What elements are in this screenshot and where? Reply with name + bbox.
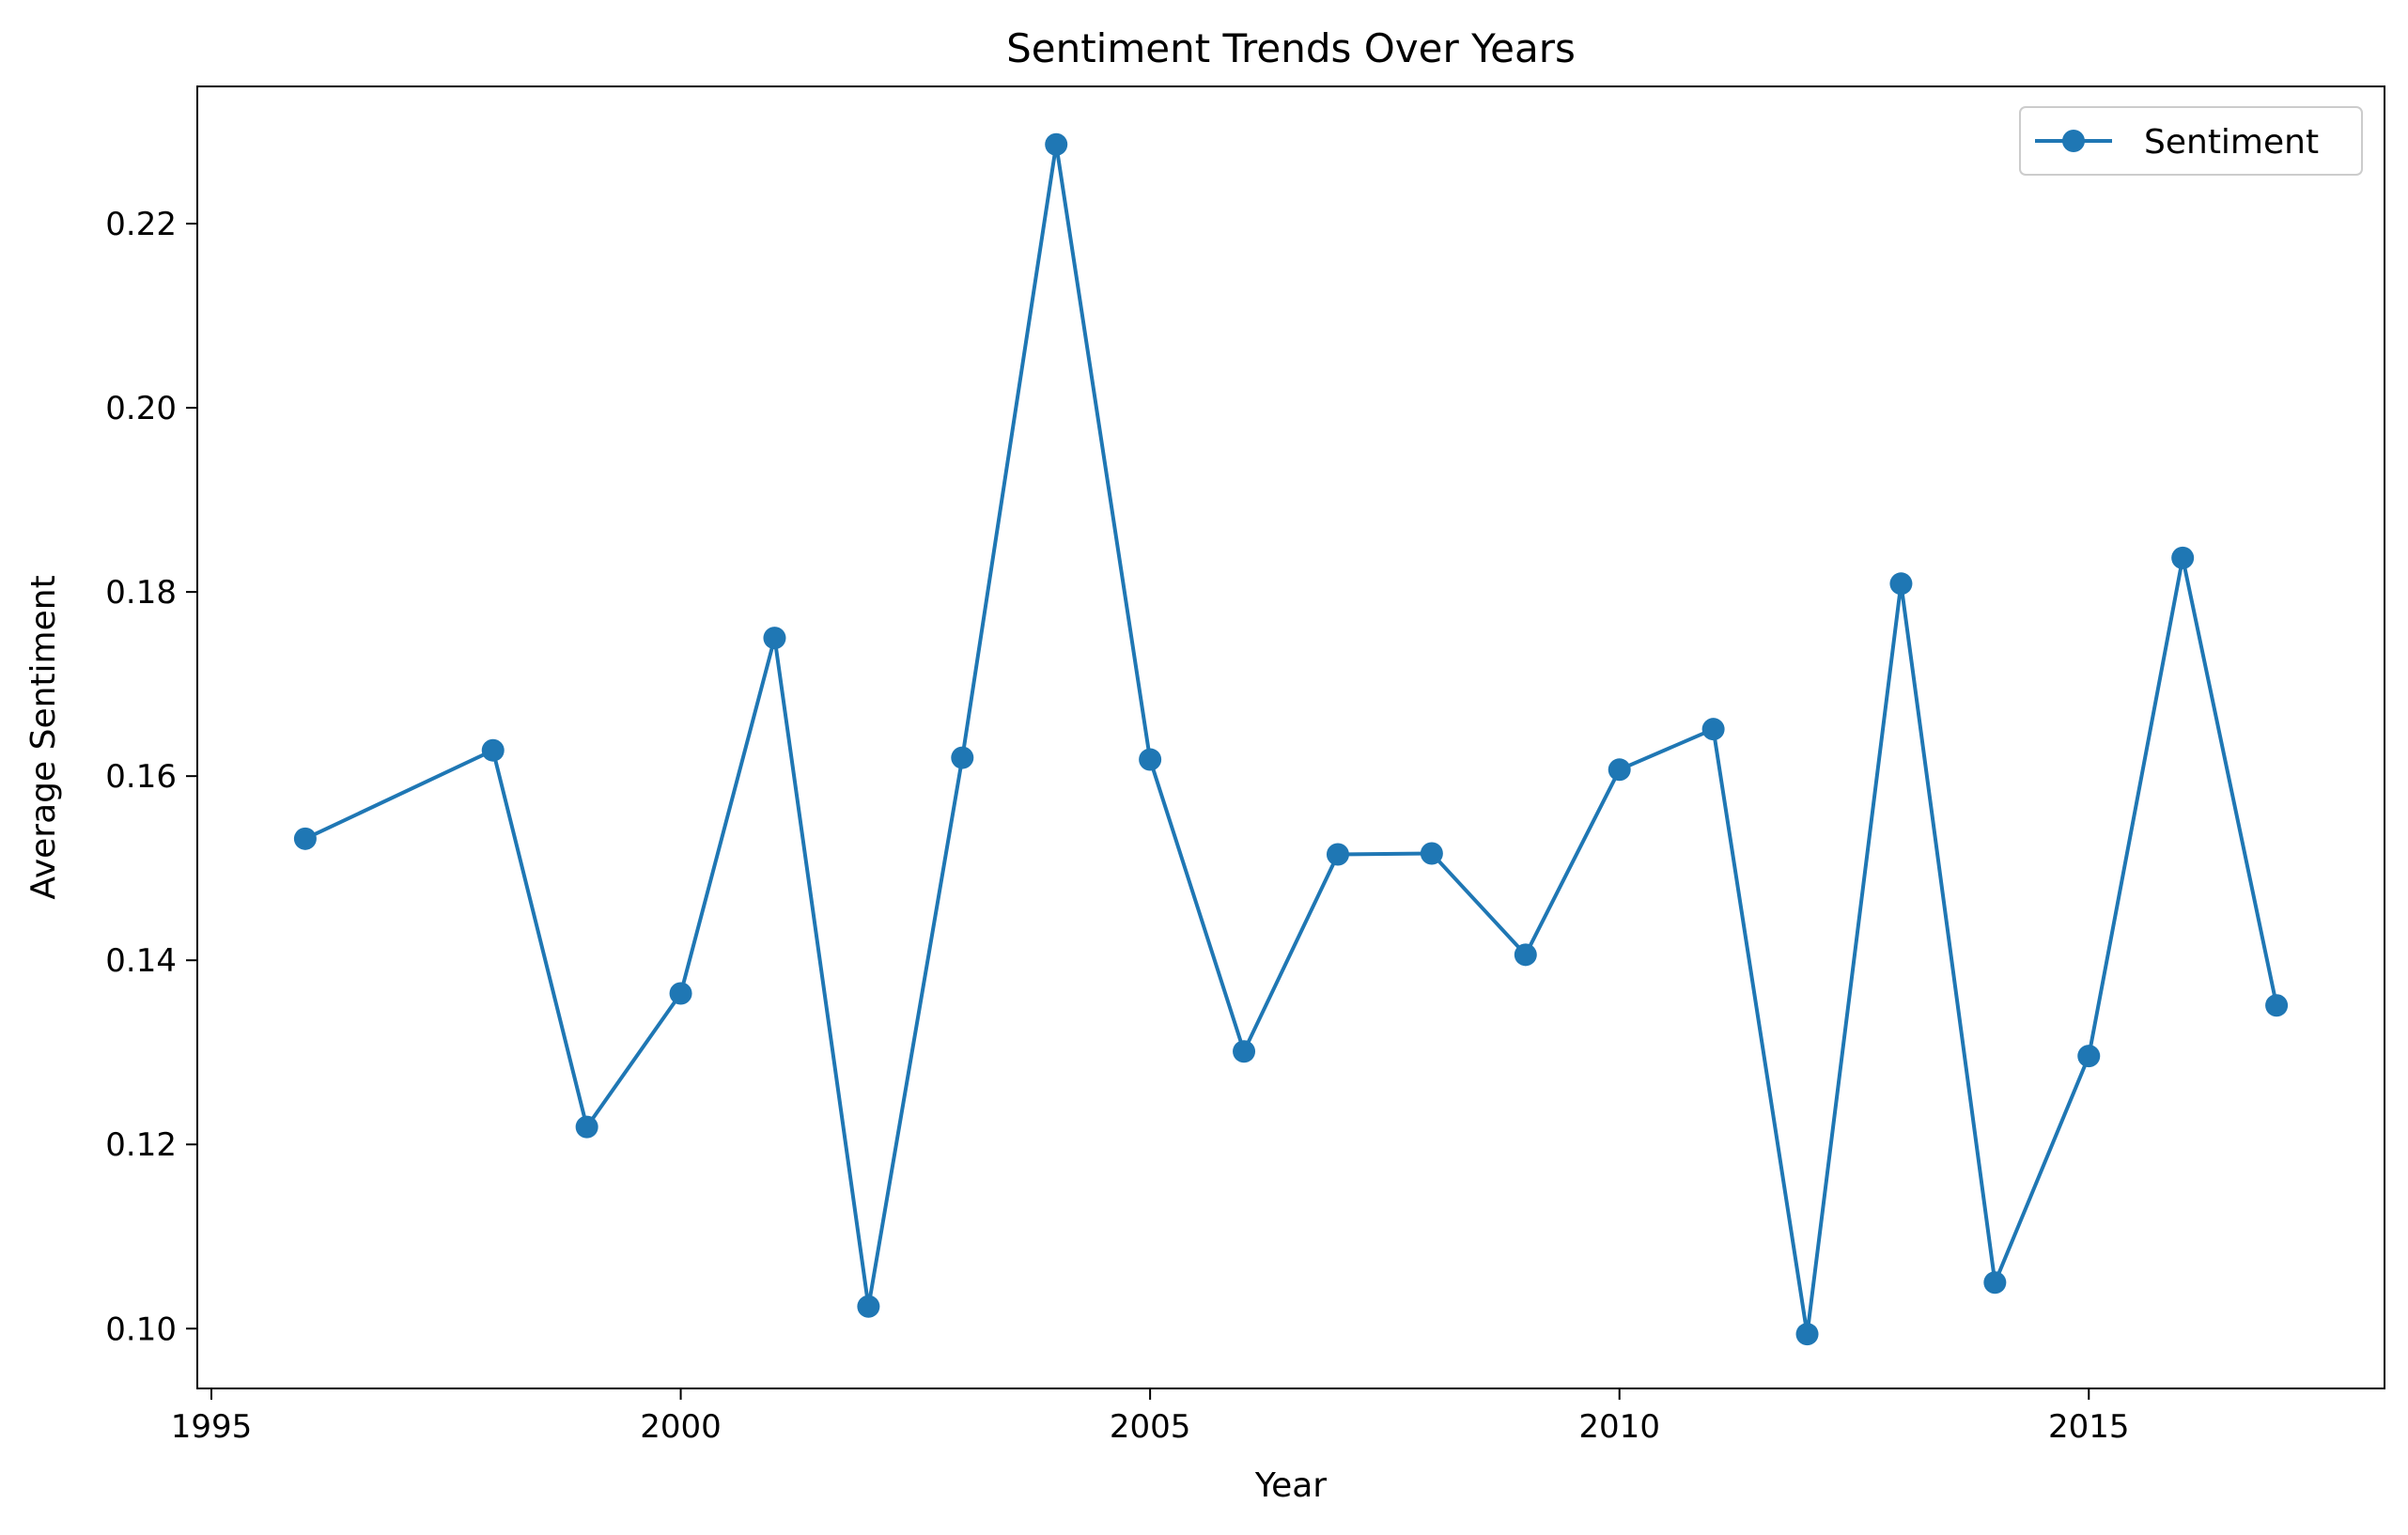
y-tick-label: 0.10 — [105, 1310, 177, 1348]
x-tick-label: 2005 — [1110, 1408, 1191, 1446]
data-point — [857, 1295, 880, 1318]
data-point — [1326, 843, 1349, 866]
x-axis-label: Year — [1254, 1466, 1327, 1505]
y-tick-label: 0.18 — [105, 574, 177, 612]
x-tick-label: 2015 — [2048, 1408, 2130, 1446]
y-axis-ticks: 0.10 0.12 0.14 0.16 0.18 0.20 0.22 — [105, 206, 197, 1348]
x-tick-label: 2010 — [1578, 1408, 1660, 1446]
data-point — [669, 982, 692, 1005]
y-axis-label: Average Sentiment — [24, 575, 63, 899]
data-point — [1233, 1040, 1256, 1063]
data-point — [293, 827, 317, 850]
data-point — [1795, 1323, 1819, 1346]
data-point — [951, 746, 974, 769]
chart-title: Sentiment Trends Over Years — [1006, 25, 1576, 71]
data-point — [481, 738, 505, 762]
data-point — [575, 1115, 598, 1139]
legend: Sentiment — [2019, 106, 2363, 176]
data-point — [1608, 758, 1631, 782]
data-point — [1983, 1271, 2007, 1295]
data-point — [1514, 943, 1537, 967]
data-point — [2265, 994, 2289, 1017]
plot-series — [293, 132, 2289, 1346]
data-point — [1045, 132, 1068, 156]
legend-label: Sentiment — [2144, 123, 2319, 162]
x-tick-label: 2000 — [640, 1408, 722, 1446]
x-tick-label: 1995 — [171, 1408, 253, 1446]
legend-marker-swatch — [2062, 130, 2085, 152]
y-tick-label: 0.20 — [105, 390, 177, 427]
y-tick-label: 0.22 — [105, 206, 177, 243]
data-point — [1139, 748, 1162, 771]
data-point — [1701, 718, 1725, 741]
data-point — [2077, 1045, 2101, 1068]
y-tick-label: 0.14 — [105, 942, 177, 980]
x-axis-ticks: 1995 2000 2005 2010 2015 — [171, 1388, 2130, 1446]
data-point — [2171, 546, 2195, 569]
data-point — [763, 627, 786, 650]
legend-box — [2019, 106, 2363, 176]
y-tick-label: 0.12 — [105, 1126, 177, 1164]
y-tick-label: 0.16 — [105, 758, 177, 796]
plot-frame — [196, 85, 2385, 1389]
data-point — [1889, 572, 1913, 596]
data-point — [1420, 842, 1443, 865]
